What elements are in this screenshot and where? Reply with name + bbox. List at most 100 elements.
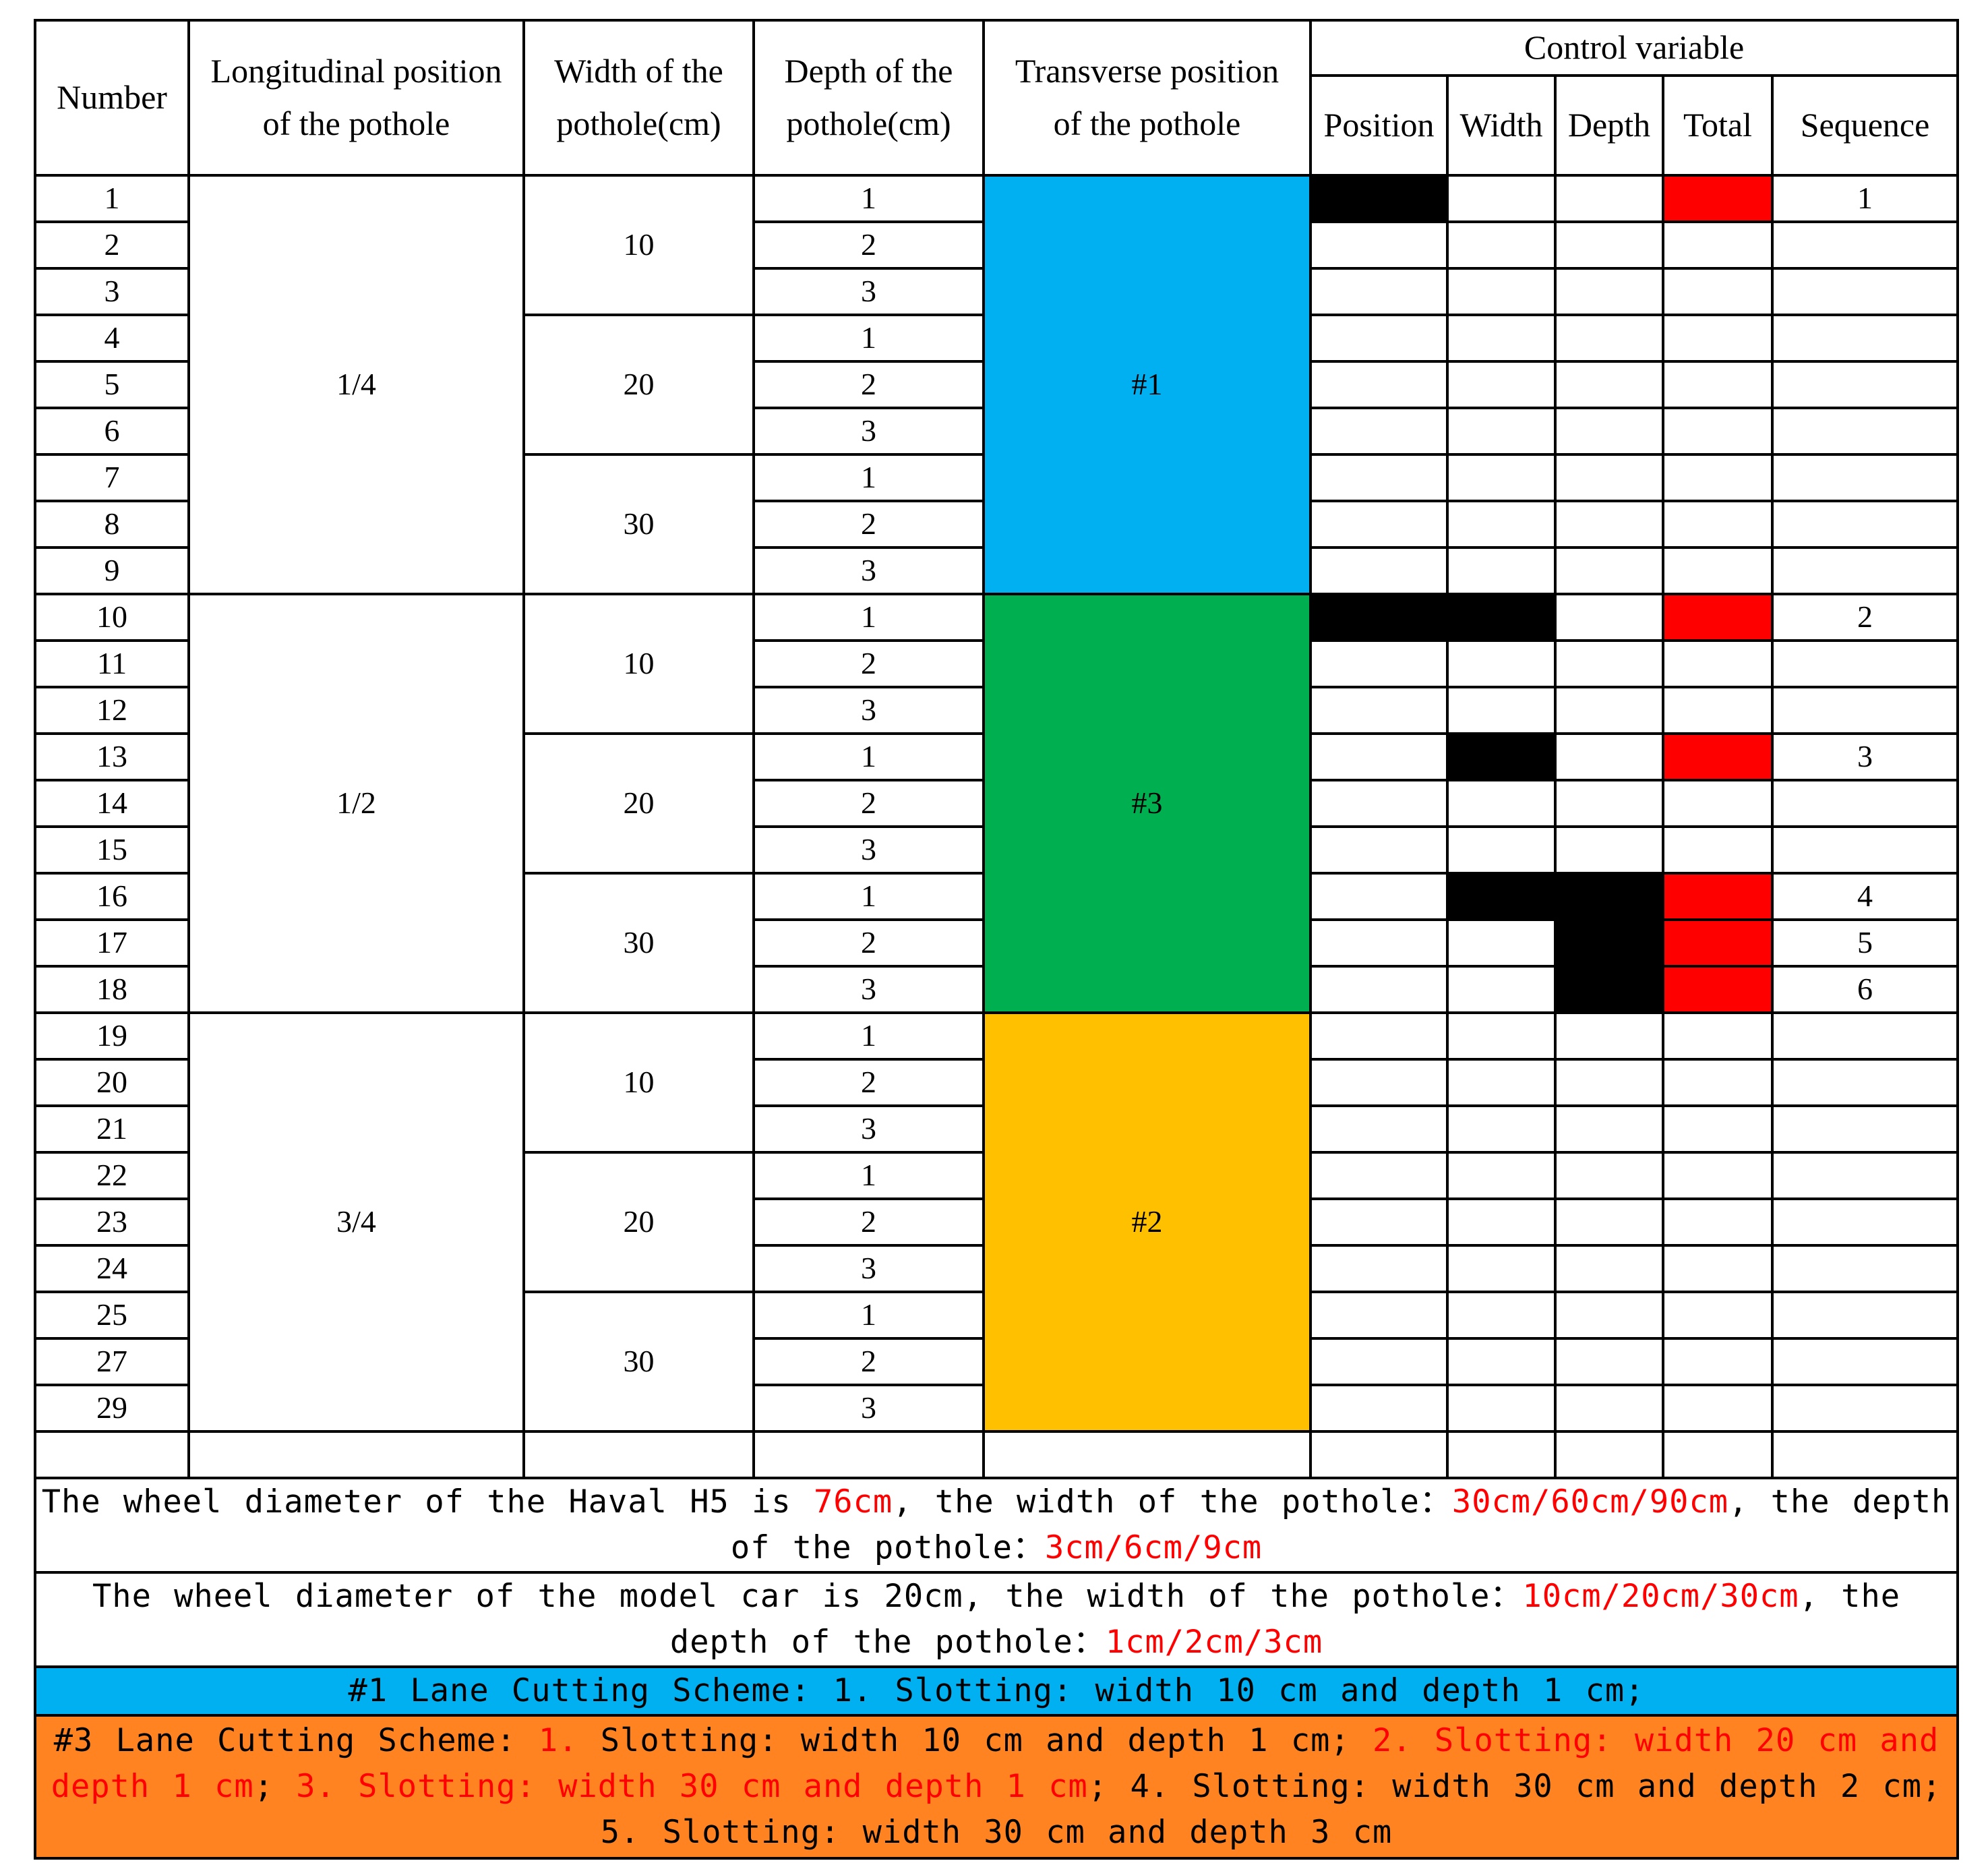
cell-control-width [1446, 1243, 1557, 1293]
cell-control-depth [1554, 1336, 1664, 1386]
cell-sequence [1770, 1336, 1960, 1386]
cell-control-total [1662, 406, 1774, 456]
header-longitudinal-line1: Longitudinal position [210, 52, 502, 90]
header-width-line2: pothole(cm) [556, 104, 721, 142]
cell-control-width [1446, 359, 1557, 409]
cell-control-position [1309, 1150, 1449, 1200]
cell-sequence: 3 [1770, 732, 1960, 781]
cell-number: 12 [34, 685, 190, 735]
table-row: 17 2 5 [34, 918, 1960, 968]
cell-width: 10 [522, 592, 755, 735]
cell-control-width [1446, 220, 1557, 270]
cell-control-position [1309, 406, 1449, 456]
cell-control-position [1309, 359, 1449, 409]
cell-depth: 1 [752, 313, 985, 363]
cell-number: 1 [34, 173, 190, 223]
note-text: ; [253, 1767, 297, 1805]
cell-control-width [1446, 1057, 1557, 1107]
table-row: 16 30 1 4 [34, 871, 1960, 1014]
cell-number: 10 [34, 592, 190, 642]
cell-sequence: 4 [1770, 871, 1960, 921]
table-row: 14 2 [34, 778, 1960, 828]
cell-control-depth [1554, 173, 1664, 223]
cell-sequence [1770, 359, 1960, 409]
cell-control-width [1446, 825, 1557, 875]
cell-depth: 3 [752, 406, 985, 456]
note-text: #3 Lane Cutting Scheme: [53, 1721, 539, 1759]
note-text: Slotting: width 10 cm and depth 1 cm; [578, 1721, 1373, 1759]
header-width-line1: Width of the [554, 52, 723, 90]
cell-control-position [1309, 266, 1449, 316]
header-row-sub: Position Width Depth Total Sequence [35, 73, 1960, 177]
cell-sequence [1770, 499, 1960, 549]
header-transverse-line2: of the pothole [1053, 104, 1241, 142]
cell-control-width [1446, 1197, 1557, 1247]
cell-control-total [1662, 266, 1774, 316]
table-row: 24 3 [34, 1243, 1960, 1293]
cell-control-width [1446, 871, 1557, 921]
cell-sequence [1770, 1383, 1960, 1433]
header-width: Width of the pothole(cm) [522, 19, 755, 177]
experiment-table: Number Longitudinal position of the potho… [33, 19, 1960, 1860]
cell-sequence [1770, 1290, 1960, 1340]
cell-number: 8 [34, 499, 190, 549]
cell-number: 13 [34, 732, 190, 781]
cell-width: 30 [522, 871, 755, 1014]
cell-width: 20 [522, 732, 755, 875]
cell-control-position [1309, 499, 1449, 549]
table-row: 19 3/4 10 1 #2 [34, 1011, 1960, 1433]
table-row: 12 3 [34, 685, 1960, 735]
cell-depth: 2 [752, 499, 985, 549]
cell-depth: 2 [752, 1336, 985, 1386]
cell-control-depth [1554, 918, 1664, 968]
note-model: The wheel diameter of the model car is 2… [33, 1570, 1960, 1668]
blank-cell [187, 1429, 525, 1479]
note-highlight: 2. Slotting: width 20 cm and depth 1 cm [51, 1721, 1939, 1805]
cell-sequence [1770, 545, 1960, 595]
table-row: 21 3 [34, 1104, 1960, 1154]
cell-depth: 3 [752, 825, 985, 875]
cell-sequence [1770, 313, 1960, 363]
table-row: 23 2 [34, 1197, 1960, 1247]
header-longitudinal-line2: of the pothole [262, 104, 450, 142]
cell-control-depth [1554, 592, 1664, 642]
cell-depth: 3 [752, 964, 985, 1014]
cell-control-total [1662, 1011, 1774, 1061]
cell-number: 25 [34, 1290, 190, 1340]
cell-number: 3 [34, 266, 190, 316]
cell-sequence [1770, 452, 1960, 502]
blank-cell [1554, 1429, 1664, 1479]
cell-control-position [1309, 685, 1449, 735]
cell-depth: 3 [752, 1104, 985, 1154]
header-sequence: Sequence [1770, 73, 1960, 177]
cell-depth: 2 [752, 1057, 985, 1107]
cell-control-position [1309, 778, 1449, 828]
blank-cell [1309, 1429, 1449, 1479]
cell-sequence: 6 [1770, 964, 1960, 1014]
cell-depth: 2 [752, 1197, 985, 1247]
cell-control-depth [1554, 964, 1664, 1014]
cell-number: 4 [34, 313, 190, 363]
cell-control-depth [1554, 1290, 1664, 1340]
cell-control-width [1446, 1150, 1557, 1200]
cell-sequence: 5 [1770, 918, 1960, 968]
cell-number: 16 [34, 871, 190, 921]
blank-cell [522, 1429, 755, 1479]
cell-control-width [1446, 685, 1557, 735]
cell-control-position [1309, 732, 1449, 781]
cell-control-depth [1554, 452, 1664, 502]
table-row: 15 3 [34, 825, 1960, 875]
cell-control-depth [1554, 1383, 1664, 1433]
cell-control-width [1446, 592, 1557, 642]
note-lane1: #1 Lane Cutting Scheme: 1. Slotting: wid… [33, 1665, 1960, 1717]
table-row: 22 20 1 [34, 1150, 1960, 1293]
header-control-variable: Control variable [1308, 19, 1960, 77]
cell-control-total [1662, 452, 1774, 502]
cell-control-total [1662, 592, 1774, 642]
cell-control-total [1662, 1104, 1774, 1154]
note-row-haval: The wheel diameter of the Haval H5 is 76… [33, 1476, 1960, 1574]
